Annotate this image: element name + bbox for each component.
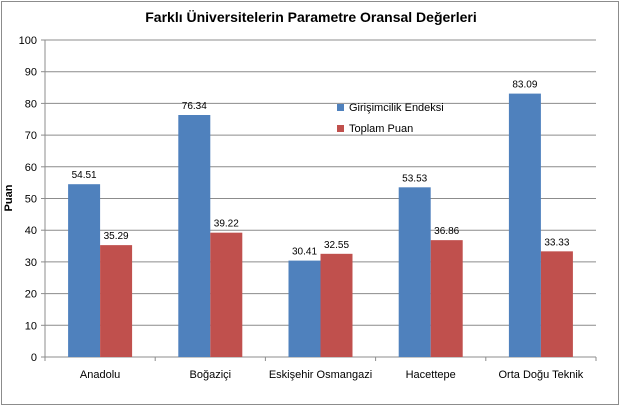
bar-girisimcilik — [398, 187, 431, 357]
legend-label: Toplam Puan — [349, 123, 413, 135]
bar-toplam — [540, 251, 573, 357]
y-tick-label: 50 — [25, 194, 37, 206]
data-label: 36.86 — [434, 226, 459, 237]
data-label: 39.22 — [214, 219, 239, 230]
data-label: 76.34 — [182, 101, 207, 112]
bar-toplam — [320, 253, 353, 357]
legend-label: Girişimcilik Endeksi — [349, 102, 444, 114]
y-axis-label: Puan — [3, 184, 15, 211]
data-label: 32.55 — [324, 240, 349, 251]
y-tick-label: 90 — [25, 67, 37, 79]
data-label: 35.29 — [104, 231, 129, 242]
data-label: 54.51 — [72, 170, 97, 181]
x-tick-label: Boğaziçi — [190, 369, 232, 381]
bar-girisimcilik — [178, 115, 211, 357]
x-tick-label: Anadolu — [80, 369, 120, 381]
y-tick-label: 60 — [25, 162, 37, 174]
y-tick-label: 30 — [25, 257, 37, 269]
x-tick-label: Orta Doğu Teknik — [499, 369, 584, 381]
bar-girisimcilik — [288, 260, 321, 357]
x-tick-label: Eskişehir Osmangazi — [269, 369, 372, 381]
legend-swatch — [337, 125, 344, 132]
data-label: 83.09 — [512, 80, 537, 91]
y-tick-label: 80 — [25, 98, 37, 110]
chart-title: Farklı Üniversitelerin Parametre Oransal… — [145, 9, 477, 25]
y-tick-label: 40 — [25, 225, 37, 237]
y-tick-label: 20 — [25, 289, 37, 301]
bar-toplam — [430, 240, 463, 357]
data-label: 30.41 — [292, 247, 317, 258]
bar-toplam — [100, 245, 133, 357]
y-tick-label: 70 — [25, 130, 37, 142]
y-tick-label: 100 — [19, 35, 37, 47]
legend-swatch — [337, 104, 344, 111]
data-label: 33.33 — [544, 237, 569, 248]
bar-toplam — [210, 232, 243, 357]
x-tick-label: Hacettepe — [406, 369, 456, 381]
y-tick-label: 10 — [25, 320, 37, 332]
data-label: 53.53 — [402, 173, 427, 184]
y-tick-label: 0 — [31, 352, 37, 364]
bar-girisimcilik — [68, 184, 101, 357]
bar-girisimcilik — [508, 93, 541, 357]
